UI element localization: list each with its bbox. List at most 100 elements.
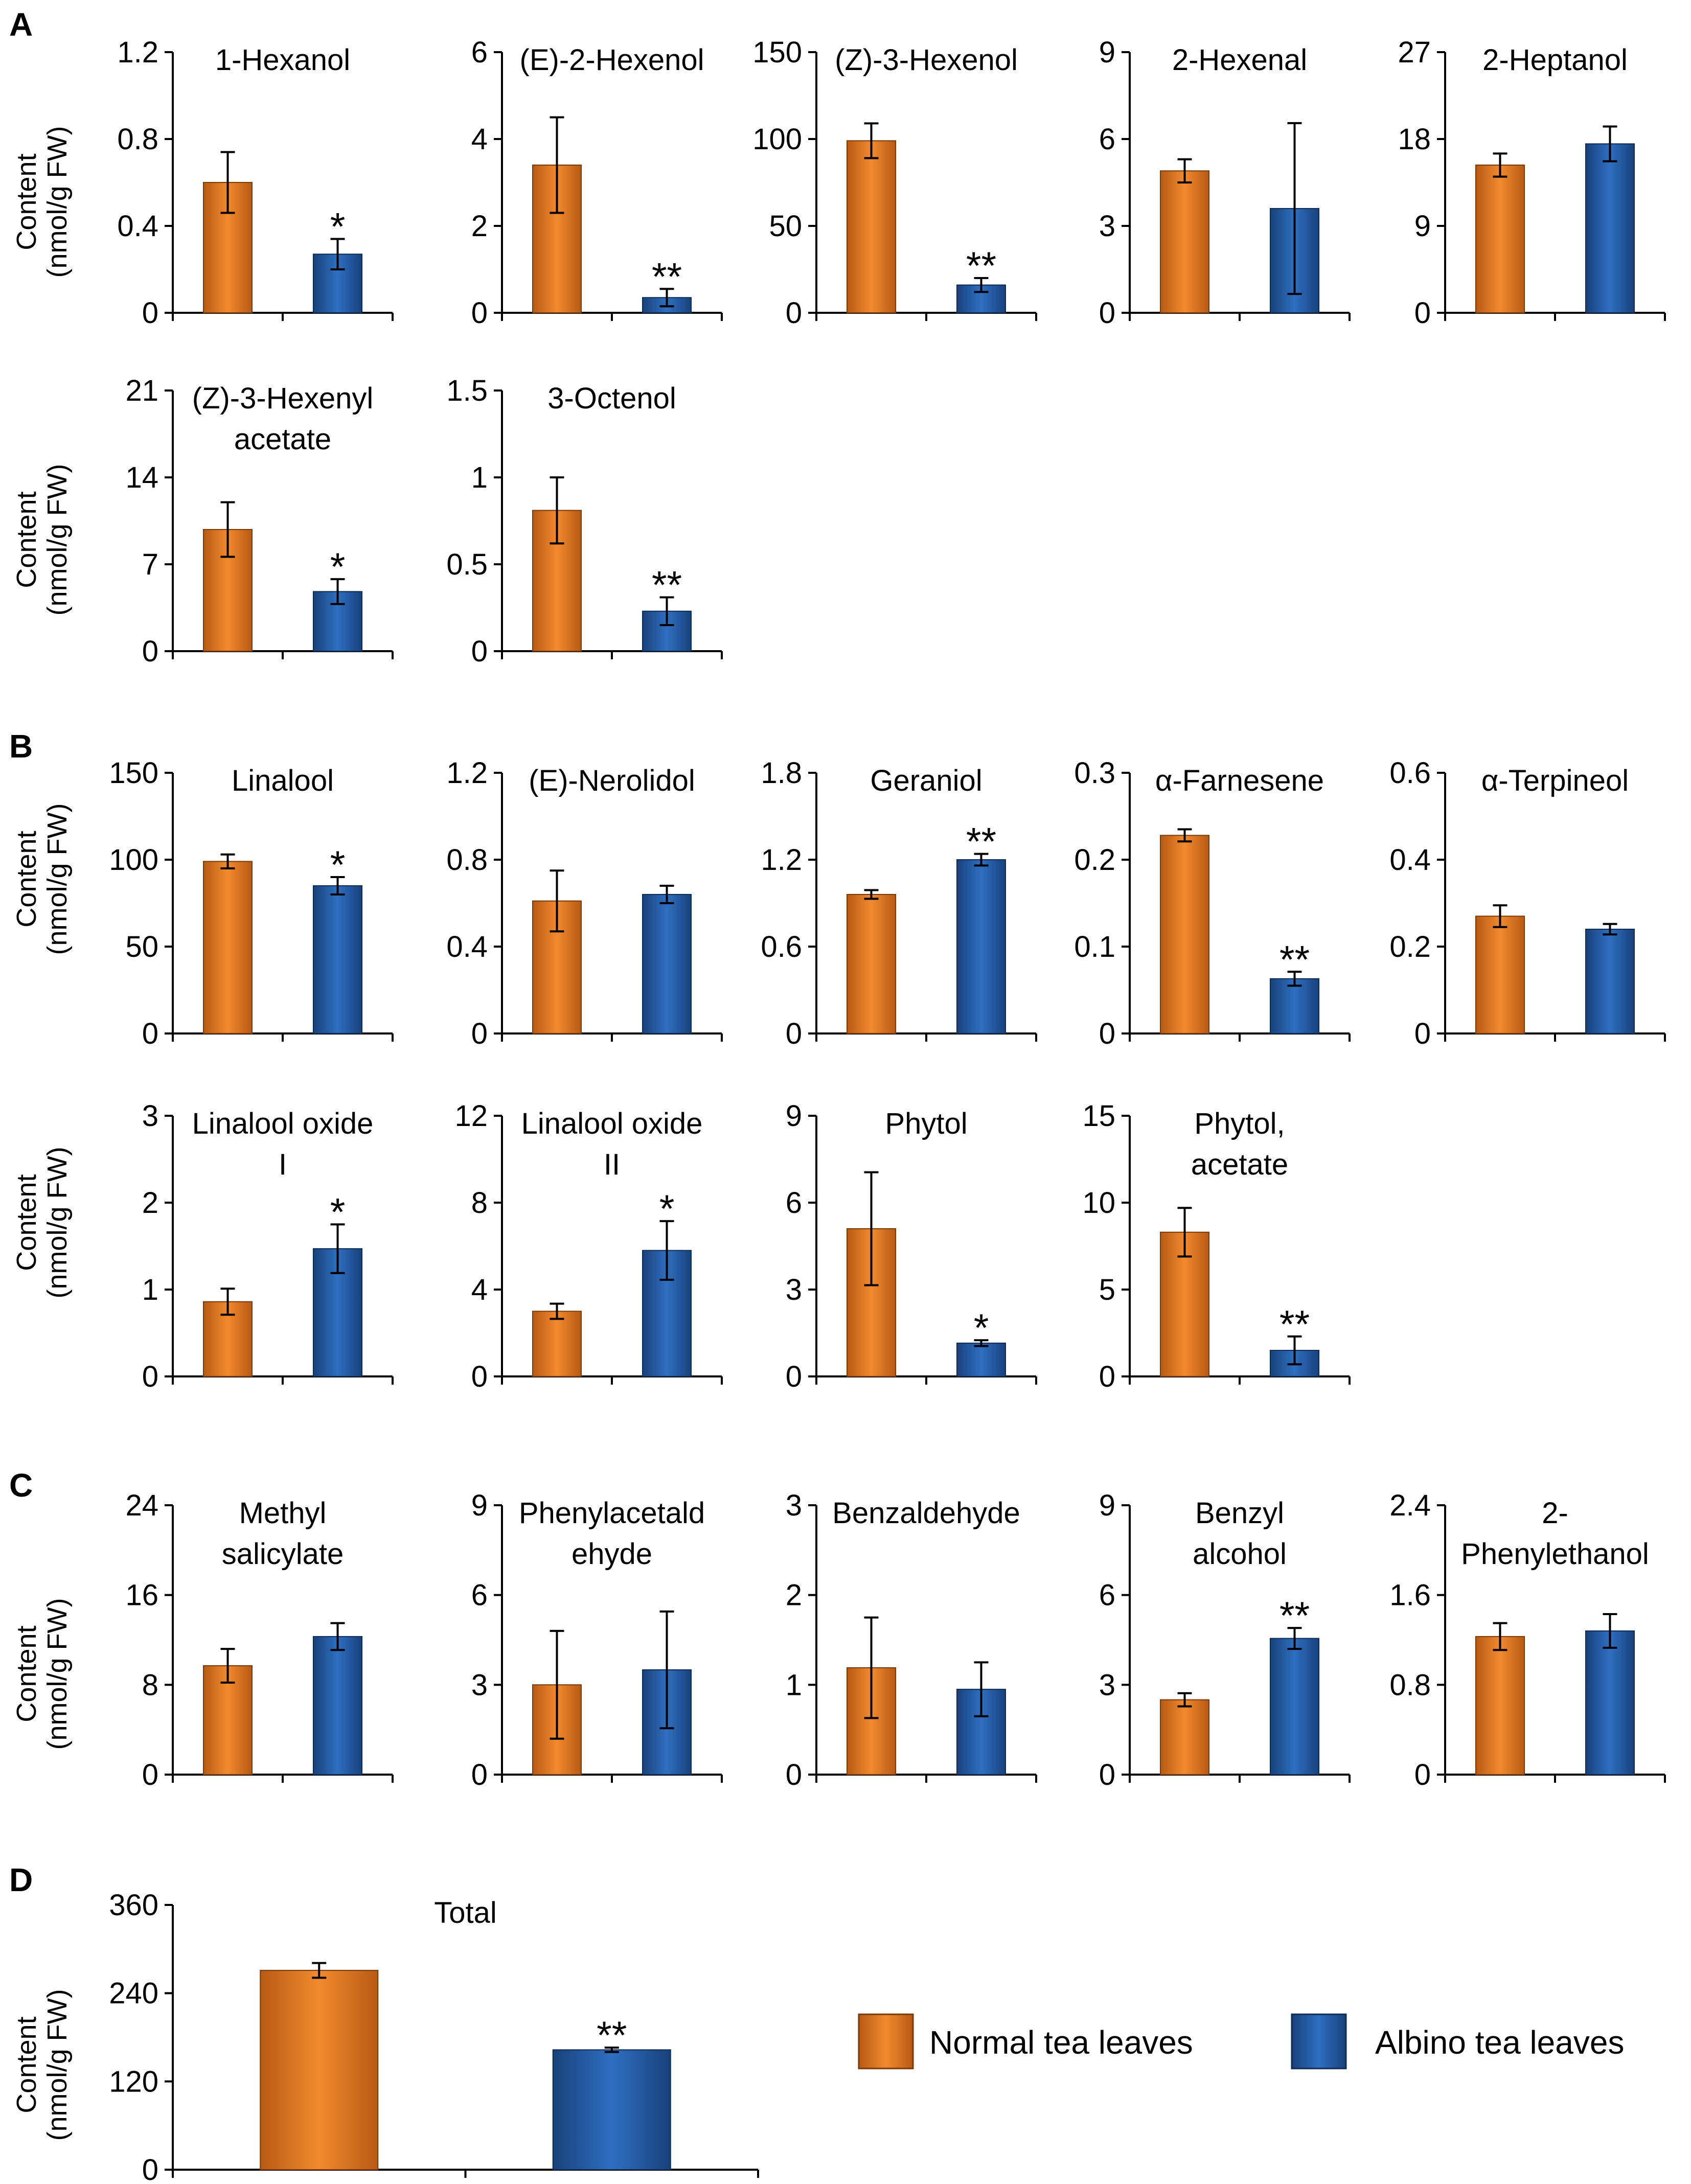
y-tick-label: 12 [454,1099,488,1133]
chart-farnesene: 0 0.1 0.2 0.3 α-Farnesene ** [1074,756,1351,1050]
y-tick-label: 0 [142,1758,158,1791]
chart-title: Total [434,1896,497,1929]
legend-swatch-albino [1291,2013,1347,2070]
y-tick-label: 0 [1099,1017,1115,1050]
y-tick-label: 8 [142,1668,158,1702]
chart-linalool: 0 50 100 150 Linalool * [109,756,394,1050]
bar-normal [203,861,253,1034]
y-tick-label: 0 [1414,1758,1431,1791]
bar-albino [313,1636,362,1776]
chart-title: acetate [234,423,331,456]
y-tick-label: 0.4 [1389,843,1431,877]
y-tick-label: 1.5 [446,374,488,407]
y-tick-label: 3 [471,1668,488,1702]
significance-marker: * [330,1191,346,1234]
chart-title: I [279,1148,287,1181]
chart-title: II [604,1148,620,1181]
chart-title: Phytol, [1194,1107,1285,1140]
y-tick-label: 6 [1099,1579,1115,1612]
y-tick-label: 7 [142,548,158,581]
y-tick-label: 0 [142,1360,158,1393]
significance-marker: ** [1279,1303,1310,1346]
chart-title: Linalool oxide [192,1107,374,1140]
chart-z-3-hexenyl-acetate: 0 7 14 21 (Z)-3-Hexenyl acetate * [125,374,394,668]
chart-geraniol: 0 0.6 1.2 1.8 Geraniol ** [761,756,1037,1050]
ylabel-row-4: Content (nmol/g FW) [11,1147,73,1299]
y-tick-label: 0 [471,1017,488,1050]
y-tick-label: 0 [142,2153,158,2184]
chart-phytol: 0 3 6 9 Phytol * [786,1099,1037,1393]
bar-normal [847,894,896,1034]
y-tick-label: 9 [786,1099,802,1133]
bar-albino [956,1342,1006,1377]
y-tick-label: 27 [1398,36,1431,69]
bar-albino [1585,143,1635,313]
y-tick-label: 3 [786,1489,802,1522]
y-tick-label: 360 [109,1889,158,1922]
y-tick-label: 0 [471,296,488,330]
bar-normal [1160,1699,1209,1775]
chart-methyl-salicylate: 0 8 16 24 Methyl salicylate [125,1489,394,1791]
chart-benzyl-alcohol: 0 3 6 9 Benzyl alcohol ** [1099,1489,1351,1791]
significance-marker: ** [1279,1594,1310,1638]
bar-albino [1270,978,1319,1034]
bar-normal [203,1665,253,1775]
ylabel-row-5: Content (nmol/g FW) [11,1598,73,1750]
chart-title: 2- [1542,1497,1568,1530]
y-tick-label: 0 [1414,1017,1431,1050]
significance-marker: * [330,545,346,589]
significance-marker: ** [1279,938,1310,981]
y-tick-label: 6 [471,1579,488,1612]
ylabel-row-6: Content (nmol/g FW) [11,1989,73,2141]
ylabel-line-1: Content [11,153,42,250]
chart-3-octenol: 0 0.5 1 1.5 3-Octenol ** [446,374,723,668]
chart-phytol-acetate: 0 5 10 15 Phytol, acetate ** [1082,1099,1351,1393]
chart-title: Geraniol [870,764,982,797]
legend-label-normal: Normal tea leaves [929,2024,1193,2061]
significance-marker: ** [966,820,996,864]
chart-title: 2-Hexenal [1172,43,1307,77]
chart-e-2-hexenol: 0 2 4 6 (E)-2-Hexenol ** [471,36,723,330]
chart-benzaldehyde: 0 1 2 3 Benzaldehyde [786,1489,1037,1791]
legend: Normal tea leaves Albino tea leaves [858,2013,1624,2070]
y-tick-label: 0 [471,635,488,668]
y-tick-label: 0.8 [446,843,488,877]
significance-marker: ** [652,564,682,607]
ylabel-line-1: Content [11,2016,42,2113]
significance-marker: ** [652,255,682,298]
chart-title: alcohol [1193,1537,1287,1571]
y-tick-label: 1 [142,1273,158,1306]
chart-title: 3-Octenol [547,382,676,415]
y-tick-label: 0.2 [1074,843,1115,877]
y-tick-label: 4 [471,123,488,156]
y-tick-label: 0.3 [1074,756,1115,790]
ylabel-row-1: Content (nmol/g FW) [11,126,73,278]
y-tick-label: 0.8 [1389,1668,1431,1702]
chart-title: Methyl [239,1497,327,1530]
y-tick-label: 0 [786,1360,802,1393]
y-tick-label: 16 [125,1579,158,1612]
y-tick-label: 2 [142,1186,158,1220]
chart-title: Phytol [885,1107,967,1140]
chart-z-3-hexenol: 0 50 100 150 (Z)-3-Hexenol ** [752,36,1037,330]
ylabel-line-1: Content [11,831,42,927]
ylabel-line-2: (nmol/g FW) [42,126,73,278]
y-tick-label: 1.8 [761,756,802,790]
y-tick-label: 150 [752,36,802,69]
chart-title: acetate [1191,1148,1288,1181]
chart-title: Benzaldehyde [832,1497,1020,1530]
y-tick-label: 0.6 [761,930,802,963]
bar-albino [552,2049,671,2171]
chart-title: (E)-Nerolidol [529,764,695,797]
y-tick-label: 3 [142,1099,158,1133]
y-tick-label: 6 [471,36,488,69]
chart-title: (E)-2-Hexenol [520,43,704,77]
ylabel-line-2: (nmol/g FW) [42,803,73,955]
significance-marker: ** [597,2014,627,2057]
panel-letter-a: A [9,6,33,43]
chart-linalool-oxide-ii: 0 4 8 12 Linalool oxide II * [454,1099,723,1393]
chart-terpineol: 0 0.2 0.4 0.6 α-Terpineol [1389,756,1666,1050]
y-tick-label: 2 [786,1579,802,1612]
y-tick-label: 2.4 [1389,1489,1431,1522]
significance-marker: * [974,1306,989,1350]
